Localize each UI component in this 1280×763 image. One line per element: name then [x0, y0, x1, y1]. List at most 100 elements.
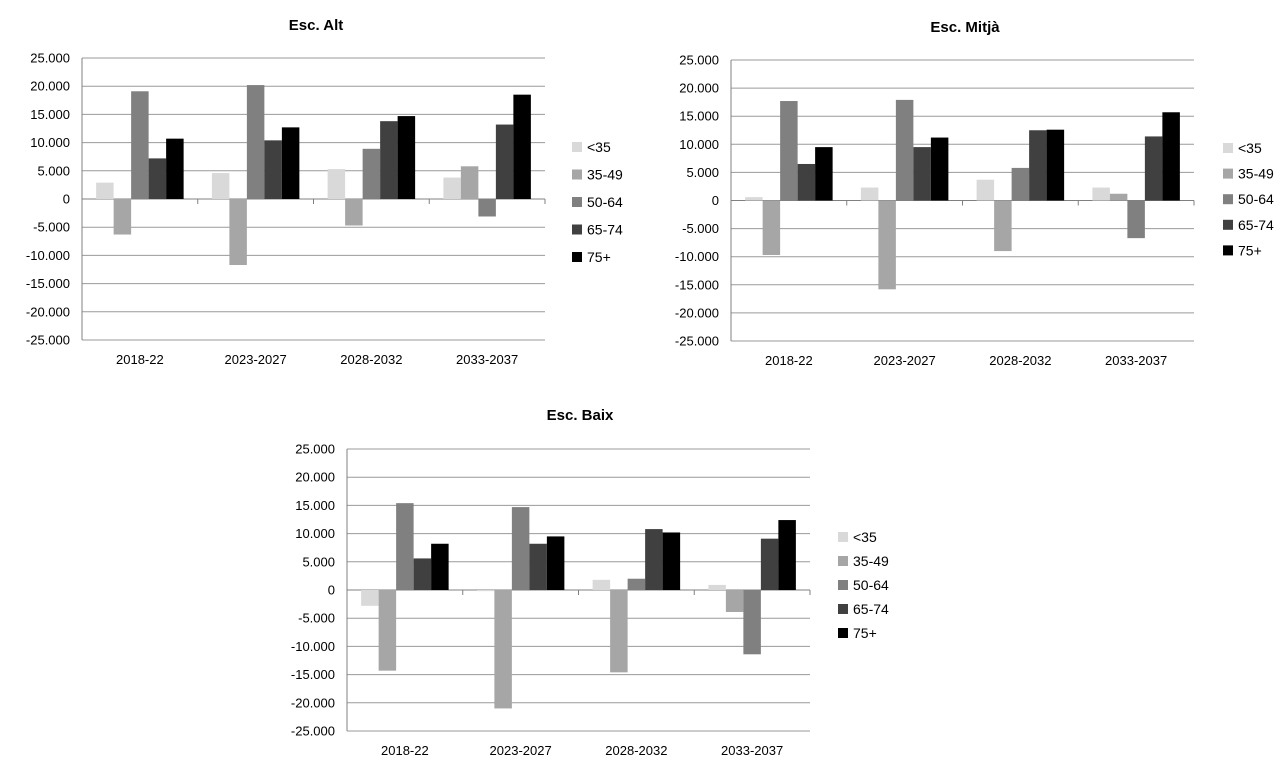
- bar-5064-2018-22: [396, 503, 414, 590]
- y-tick-label: 25.000: [679, 53, 719, 68]
- bar-6574-2033-2037: [495, 124, 514, 199]
- bar-35-2028-2032: [592, 579, 611, 590]
- y-tick-label: 15.000: [679, 109, 719, 124]
- bar-3549-2028-2032: [994, 200, 1012, 252]
- bar-5064-2028-2032: [627, 578, 646, 590]
- legend-label: 75+: [587, 249, 611, 265]
- bar-3549-2033-2037: [1109, 193, 1128, 201]
- y-tick-label: 5.000: [302, 554, 335, 569]
- bar-75-2023-2027: [281, 127, 300, 199]
- y-tick-label: -15.000: [675, 277, 719, 292]
- chart-title: Esc. Baix: [547, 407, 614, 424]
- x-tick-label: 2023-2027: [490, 743, 552, 758]
- bar-3549-2018-22: [378, 590, 397, 671]
- y-tick-label: -25.000: [291, 724, 335, 739]
- legend-label: 65-74: [853, 601, 889, 617]
- bar-75-2023-2027: [930, 137, 949, 201]
- bar-35-2023-2027: [860, 187, 879, 201]
- legend-swatch: [838, 556, 848, 566]
- legend-label: 50-64: [587, 194, 623, 210]
- y-tick-label: 5.000: [37, 163, 70, 178]
- bar-6574-2023-2027: [264, 140, 282, 199]
- legend-label: 75+: [853, 625, 877, 641]
- y-tick-label: -10.000: [291, 639, 335, 654]
- legend-label: 35-49: [1238, 166, 1274, 182]
- y-tick-label: -5.000: [298, 611, 335, 626]
- legend-label: 65-74: [1238, 217, 1274, 233]
- bar-5064-2018-22: [131, 91, 149, 199]
- x-tick-label: 2023-2027: [874, 353, 936, 368]
- legend-label: 35-49: [587, 167, 623, 183]
- chart-title: Esc. Alt: [289, 17, 343, 34]
- x-tick-label: 2033-2037: [721, 743, 783, 758]
- x-tick-label: 2023-2027: [225, 352, 287, 367]
- chart-2: Esc. Mitjà 25.000 20.000 15.000 10.000 5.000 0…: [675, 19, 1274, 368]
- y-tick-label: 25.000: [295, 442, 335, 457]
- x-tick-label: 2033-2037: [1105, 353, 1167, 368]
- y-tick-label: 15.000: [30, 107, 70, 122]
- bar-3549-2023-2027: [494, 590, 512, 709]
- bar-35-2018-22: [96, 182, 114, 199]
- y-tick-label: 5.000: [686, 165, 719, 180]
- bar-6574-2023-2027: [913, 147, 931, 201]
- y-tick-label: -5.000: [33, 220, 70, 235]
- legend-swatch: [572, 224, 582, 235]
- bar-5064-2023-2027: [895, 99, 914, 201]
- bar-5064-2033-2037: [1127, 200, 1145, 239]
- bar-35-2033-2037: [1092, 187, 1110, 201]
- y-tick-label: 20.000: [295, 470, 335, 485]
- bar-35-2018-22: [361, 590, 379, 606]
- x-tick-label: 2018-22: [116, 352, 164, 367]
- bar-35-2033-2037: [443, 177, 461, 199]
- y-tick-label: 0: [712, 193, 719, 208]
- legend: <35 35-49 50-64 65-74 75+: [572, 139, 623, 265]
- bar-35-2018-22: [745, 197, 763, 201]
- legend-swatch: [572, 197, 582, 207]
- bar-75-2028-2032: [662, 532, 681, 590]
- bar-3549-2033-2037: [460, 166, 479, 199]
- legend: <35 35-49 50-64 65-74 75+: [838, 529, 889, 641]
- bar-6574-2033-2037: [1144, 136, 1163, 201]
- y-tick-label: 20.000: [30, 79, 70, 94]
- y-tick-label: 10.000: [30, 135, 70, 150]
- legend-swatch: [572, 252, 582, 262]
- bar-75-2028-2032: [397, 116, 416, 199]
- bar-75-2018-22: [166, 138, 184, 199]
- bar-5064-2033-2037: [478, 199, 496, 217]
- bar-3549-2023-2027: [229, 199, 247, 265]
- legend-label: 50-64: [1238, 191, 1274, 207]
- y-tick-label: 0: [328, 583, 335, 598]
- x-tick-label: 2033-2037: [456, 352, 518, 367]
- bar-3549-2033-2037: [725, 590, 744, 612]
- y-tick-label: 20.000: [679, 81, 719, 96]
- legend-swatch: [1223, 168, 1233, 179]
- bar-6574-2028-2032: [380, 121, 398, 199]
- x-tick-label: 2028-2032: [340, 352, 402, 367]
- bar-6574-2018-22: [413, 558, 432, 590]
- legend-swatch: [572, 142, 582, 152]
- x-tick-label: 2028-2032: [989, 353, 1051, 368]
- bar-75-2033-2037: [778, 520, 796, 590]
- bar-35-2033-2037: [708, 584, 726, 590]
- y-tick-label: -10.000: [675, 249, 719, 264]
- bar-5064-2023-2027: [511, 507, 530, 590]
- chart-3: Esc. Baix 25.000 20.000 15.000 10.000 5.000 0 -…: [291, 407, 889, 758]
- bar-5064-2028-2032: [362, 148, 381, 199]
- bar-6574-2018-22: [148, 158, 167, 199]
- bar-35-2028-2032: [976, 179, 995, 201]
- bar-6574-2023-2027: [529, 543, 547, 590]
- bar-75-2018-22: [431, 543, 449, 590]
- y-tick-label: 10.000: [679, 137, 719, 152]
- legend-swatch: [838, 604, 848, 614]
- legend-label: 50-64: [853, 577, 889, 593]
- y-tick-label: -25.000: [26, 333, 70, 348]
- legend-label: 65-74: [587, 222, 623, 238]
- bar-3549-2018-22: [113, 199, 132, 235]
- bar-5064-2033-2037: [743, 590, 761, 655]
- legend-label: <35: [587, 139, 611, 155]
- legend-label: <35: [1238, 140, 1262, 156]
- legend-label: 75+: [1238, 242, 1262, 258]
- bar-3549-2018-22: [762, 200, 781, 256]
- y-tick-label: 0: [63, 192, 70, 207]
- bar-75-2028-2032: [1046, 129, 1065, 201]
